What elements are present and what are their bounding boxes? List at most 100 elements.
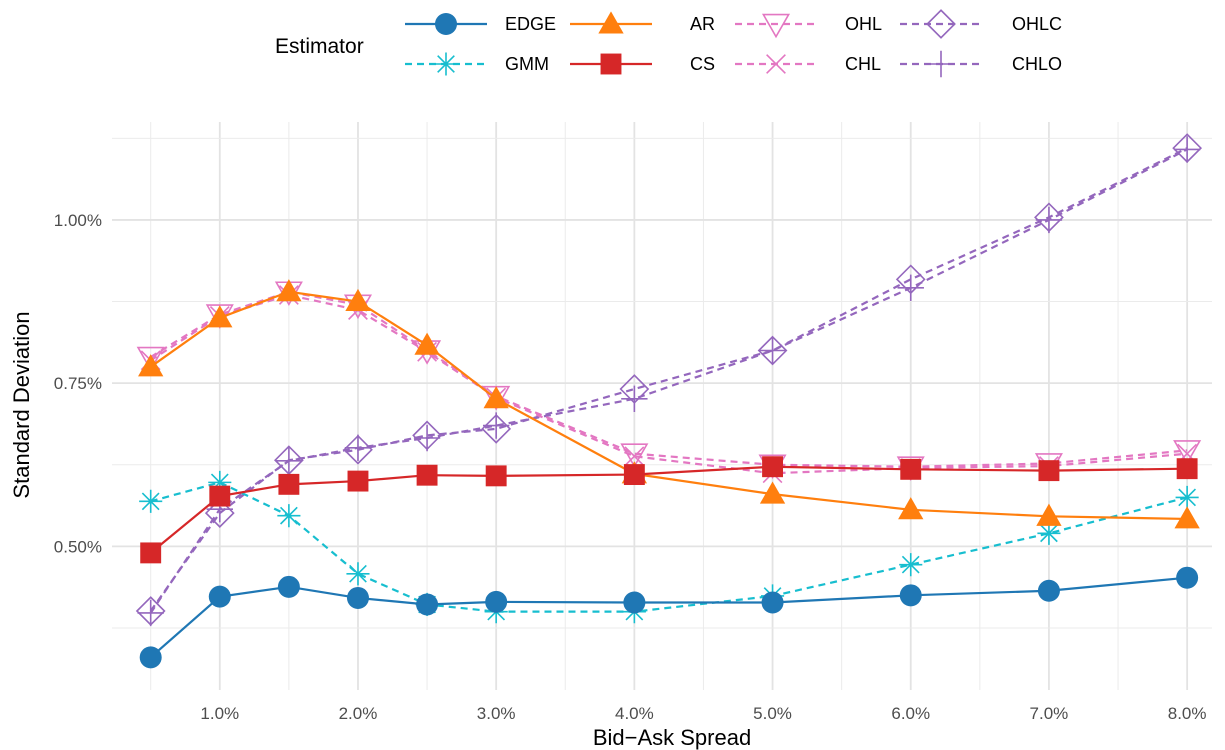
legend-key-marker — [435, 13, 457, 35]
data-point — [209, 485, 231, 507]
legend-label: AR — [690, 14, 715, 34]
legend-key-marker — [927, 50, 955, 78]
series-chl — [140, 285, 1198, 484]
data-point — [277, 575, 300, 598]
legend-title: Estimator — [275, 35, 364, 58]
data-point — [623, 464, 645, 486]
data-point — [624, 446, 645, 467]
data-point — [1038, 460, 1060, 482]
legend-item-cs: CS — [570, 53, 715, 75]
data-point — [762, 456, 784, 478]
data-point — [139, 489, 163, 513]
series-line-ar — [150, 290, 1188, 521]
series-line-ohl — [150, 290, 1188, 468]
legend-item-ohlc: OHLC — [900, 9, 1062, 39]
legend-item-ohl: OHL — [735, 13, 882, 39]
data-point — [1173, 440, 1202, 465]
data-point — [278, 473, 300, 495]
data-point — [485, 590, 508, 613]
data-point — [137, 599, 164, 627]
data-point — [759, 481, 786, 504]
legend-key-marker — [761, 13, 791, 39]
x-tick-label: 4.0% — [615, 704, 654, 723]
data-point — [345, 288, 371, 312]
legend-label: CHL — [845, 54, 881, 74]
data-point — [277, 504, 301, 528]
data-point — [343, 434, 373, 465]
data-point — [413, 424, 441, 452]
data-point — [482, 412, 510, 439]
data-point — [759, 337, 786, 364]
x-tick-label: 7.0% — [1030, 704, 1069, 723]
series-line-gmm — [150, 481, 1188, 613]
data-point — [483, 386, 509, 409]
data-point — [140, 542, 162, 564]
data-point — [347, 470, 369, 492]
data-point — [346, 586, 369, 609]
data-point — [761, 591, 784, 614]
data-point — [1037, 579, 1060, 602]
legend-item-chl: CHL — [735, 54, 881, 74]
legend-label: CS — [690, 54, 715, 74]
series-line-ohlc — [149, 147, 1188, 612]
legend-key-marker — [766, 54, 786, 74]
data-point — [620, 443, 649, 468]
y-axis-title: Standard Deviation — [9, 311, 34, 498]
x-tick-label: 5.0% — [753, 704, 792, 723]
data-point — [1176, 566, 1199, 589]
data-point — [899, 553, 923, 577]
data-point — [276, 279, 302, 302]
legend-key-marker — [434, 52, 458, 76]
data-point — [416, 593, 439, 616]
data-point — [1175, 485, 1199, 509]
data-point — [1035, 206, 1063, 234]
series-layer — [135, 133, 1203, 669]
legend-key-marker — [598, 11, 624, 34]
series-edge — [139, 566, 1199, 669]
legend-item-gmm: GMM — [405, 52, 549, 76]
data-point — [344, 434, 372, 461]
x-axis-ticks: 1.0% 2.0% 3.0% 4.0% 5.0% 6.0% 7.0% 8.0% — [200, 704, 1206, 723]
data-point — [481, 413, 512, 444]
legend-item-edge: EDGE — [405, 13, 556, 35]
series-ohl — [136, 281, 1202, 481]
data-point — [898, 497, 924, 520]
series-chlo — [137, 136, 1201, 627]
data-point — [416, 464, 438, 486]
data-point — [208, 585, 231, 608]
legend: Estimator EDGE GMM AR CS OHL CHL OHLC CHLO — [275, 9, 1062, 78]
x-axis-title: Bid−Ask Spread — [593, 725, 751, 750]
data-point — [136, 346, 165, 372]
legend-key-marker — [600, 53, 622, 75]
data-point — [1176, 458, 1198, 480]
data-point — [621, 385, 648, 413]
legend-label: OHL — [845, 14, 882, 34]
data-point — [485, 465, 507, 487]
y-tick-label: 0.50% — [54, 537, 102, 556]
data-point — [757, 335, 788, 366]
data-point — [897, 274, 924, 302]
data-point — [623, 591, 646, 614]
data-point — [275, 447, 303, 475]
data-point — [208, 470, 232, 494]
legend-label: OHLC — [1012, 14, 1062, 34]
x-tick-label: 8.0% — [1168, 704, 1207, 723]
data-point — [1173, 136, 1201, 163]
x-tick-label: 3.0% — [477, 704, 516, 723]
series-cs — [140, 456, 1198, 564]
series-line-edge — [149, 576, 1188, 659]
legend-label: CHLO — [1012, 54, 1062, 74]
x-tick-label: 2.0% — [339, 704, 378, 723]
legend-label: EDGE — [505, 14, 556, 34]
x-tick-label: 6.0% — [891, 704, 930, 723]
x-tick-label: 1.0% — [200, 704, 239, 723]
data-point — [207, 305, 233, 328]
series-line-chlo — [149, 148, 1188, 614]
y-tick-label: 1.00% — [54, 211, 102, 230]
y-tick-label: 0.75% — [54, 374, 102, 393]
data-point — [414, 332, 440, 355]
data-point — [1036, 503, 1062, 526]
legend-label: GMM — [505, 54, 549, 74]
y-axis-ticks: 0.50% 0.75% 1.00% — [54, 211, 102, 556]
